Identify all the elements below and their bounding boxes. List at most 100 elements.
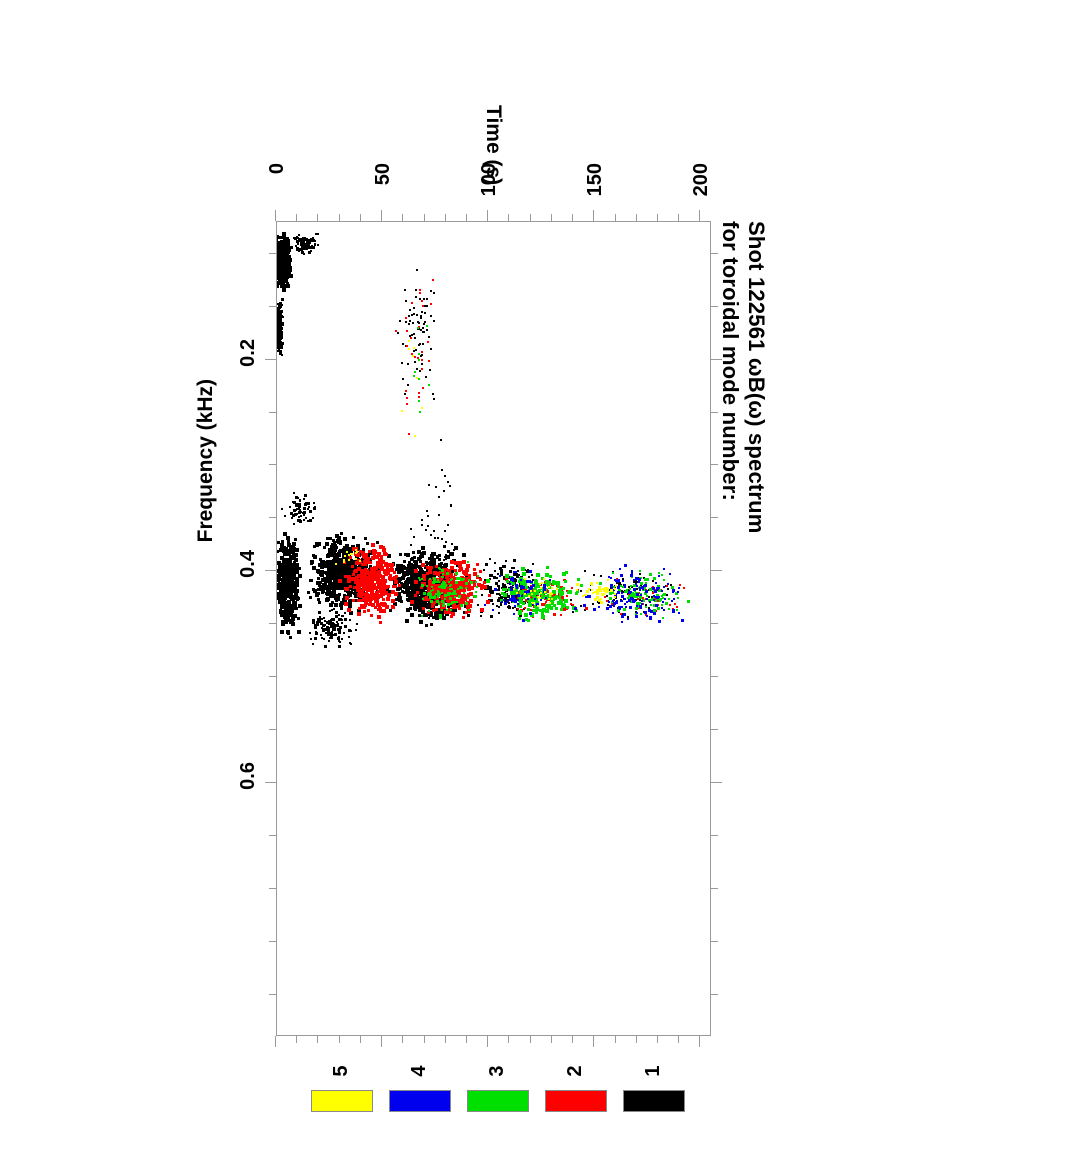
data-point (292, 551, 295, 554)
data-point (412, 551, 415, 554)
data-point (276, 549, 279, 552)
data-point (335, 562, 337, 564)
data-point (345, 595, 349, 599)
data-point (629, 588, 631, 590)
data-point (302, 247, 304, 249)
data-point (415, 313, 417, 315)
data-point (524, 612, 528, 616)
data-point (302, 252, 304, 254)
data-point (583, 604, 586, 607)
data-point (623, 564, 626, 567)
data-point (322, 638, 324, 640)
data-point (296, 507, 298, 509)
data-point (408, 315, 410, 317)
data-point (509, 570, 512, 573)
freq-tick (381, 1036, 382, 1047)
data-point (459, 560, 462, 563)
time-tick-label-0.2: 0.2 (237, 338, 260, 366)
plot-area (276, 221, 711, 1036)
data-point (517, 594, 520, 597)
data-point (520, 578, 522, 580)
data-point (463, 591, 465, 593)
data-point (332, 617, 335, 620)
data-point (513, 605, 515, 607)
data-point (453, 605, 457, 609)
data-point (421, 362, 423, 364)
data-point (542, 577, 544, 579)
data-point (276, 316, 278, 318)
data-point (283, 515, 285, 517)
data-point (683, 586, 685, 588)
data-point (457, 594, 460, 597)
freq-tick (359, 214, 360, 221)
data-point (579, 590, 581, 592)
data-point (388, 575, 392, 579)
data-point (433, 536, 435, 538)
data-point (456, 577, 459, 580)
data-point (416, 376, 418, 378)
data-point (364, 536, 367, 539)
data-point (314, 636, 317, 639)
data-point (412, 313, 414, 315)
data-point (433, 530, 435, 532)
data-point (444, 597, 446, 599)
data-point (437, 537, 439, 539)
data-point (352, 586, 355, 589)
data-point (495, 604, 497, 606)
data-point (668, 598, 670, 600)
data-point (516, 591, 518, 593)
data-point (655, 604, 658, 607)
data-point (450, 505, 452, 507)
data-point (381, 608, 385, 612)
data-point (442, 489, 444, 491)
data-point (554, 606, 557, 609)
data-point (329, 579, 332, 582)
data-point (289, 245, 292, 248)
data-point (277, 241, 281, 245)
data-point (478, 569, 481, 572)
data-point (627, 591, 630, 594)
data-point (421, 326, 423, 328)
data-point (454, 546, 458, 550)
data-point (620, 599, 622, 601)
data-point (617, 578, 620, 581)
data-point (284, 571, 287, 574)
data-point (414, 370, 416, 372)
data-point (280, 542, 284, 546)
data-point (562, 603, 565, 606)
data-point (304, 502, 307, 505)
data-point (621, 578, 623, 580)
data-point (322, 546, 325, 549)
data-point (441, 576, 443, 578)
data-point (364, 593, 367, 596)
data-point (418, 352, 420, 354)
data-point (687, 600, 690, 603)
data-point (454, 601, 456, 603)
data-point (431, 581, 434, 584)
data-point (595, 582, 597, 584)
data-point (288, 546, 292, 550)
data-point (441, 592, 443, 594)
data-point (308, 631, 310, 633)
data-point (278, 599, 282, 603)
data-point (460, 603, 463, 606)
data-point (420, 355, 422, 357)
data-point (283, 249, 286, 252)
data-point (421, 406, 423, 408)
data-point (656, 595, 659, 598)
data-point (394, 330, 396, 332)
data-point (570, 586, 572, 588)
data-point (673, 598, 675, 600)
data-point (425, 325, 427, 327)
data-point (529, 570, 532, 573)
data-point (345, 551, 347, 553)
data-point (288, 271, 291, 274)
data-point (307, 591, 310, 594)
data-point (334, 628, 336, 630)
data-point (467, 614, 470, 617)
data-point (651, 586, 654, 589)
data-point (342, 537, 346, 541)
data-point (620, 621, 622, 623)
legend-swatch-3 (467, 1090, 529, 1112)
data-point (648, 573, 651, 576)
